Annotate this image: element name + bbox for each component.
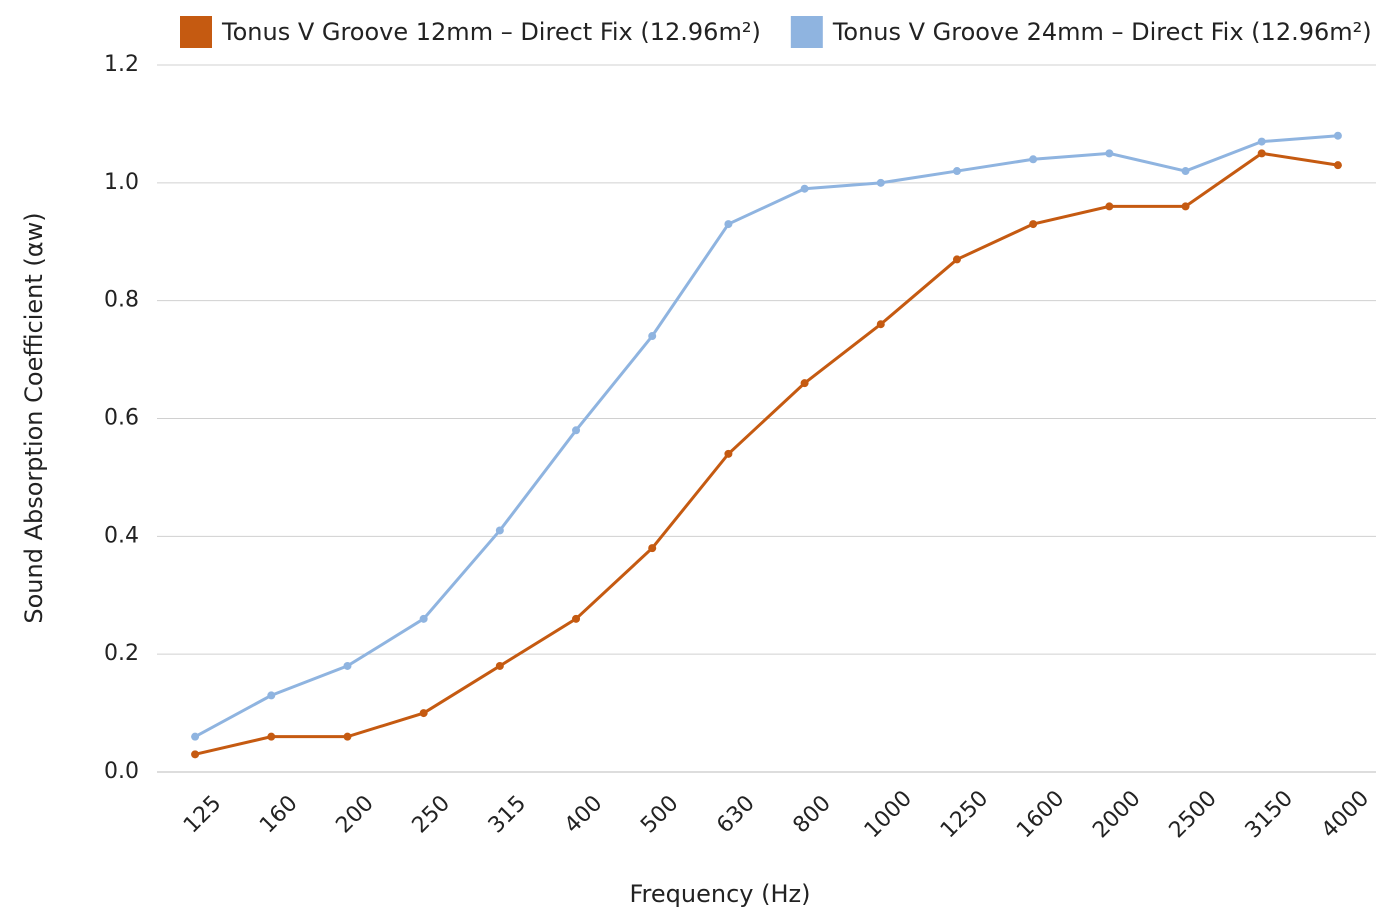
- y-tick-label: 0.6: [104, 406, 139, 431]
- legend-swatch: [180, 16, 212, 48]
- y-tick-label: 0.4: [104, 523, 139, 548]
- y-axis-title: Sound Absorption Coefficient (αw): [20, 212, 48, 623]
- legend-label: Tonus V Groove 24mm – Direct Fix (12.96m…: [832, 18, 1372, 46]
- x-tick-label: 500: [636, 791, 683, 838]
- y-tick-label: 0.0: [104, 759, 139, 784]
- data-point: [1333, 161, 1342, 170]
- data-point: [1257, 137, 1266, 146]
- data-point: [419, 709, 428, 718]
- x-tick-label: 160: [255, 791, 302, 838]
- data-point: [800, 379, 809, 388]
- data-point: [876, 178, 885, 187]
- data-point: [267, 732, 276, 741]
- data-point: [1029, 155, 1038, 164]
- x-tick-label: 630: [712, 791, 759, 838]
- data-point: [952, 255, 961, 264]
- data-point: [572, 614, 581, 623]
- data-point: [1105, 149, 1114, 158]
- data-point: [1181, 167, 1190, 176]
- x-axis-title: Frequency (Hz): [630, 880, 811, 908]
- x-tick-label: 2000: [1088, 786, 1145, 843]
- data-point: [1029, 220, 1038, 229]
- x-tick-label: 125: [179, 791, 226, 838]
- x-tick-label: 3150: [1241, 786, 1298, 843]
- x-tick-label: 200: [331, 791, 378, 838]
- x-tick-label: 400: [560, 791, 607, 838]
- x-tick-label: 4000: [1317, 786, 1374, 843]
- data-point: [800, 184, 809, 193]
- legend-swatch: [790, 16, 823, 48]
- data-point: [495, 526, 504, 535]
- data-point: [343, 661, 352, 670]
- data-point: [495, 661, 504, 670]
- data-point: [648, 544, 657, 553]
- x-tick-label: 1600: [1012, 786, 1069, 843]
- series-line: [194, 134, 1339, 738]
- data-point: [1181, 202, 1190, 211]
- x-tick-label: 800: [789, 791, 836, 838]
- data-point: [419, 614, 428, 623]
- legend-label: Tonus V Groove 12mm – Direct Fix (12.96m…: [221, 18, 761, 46]
- y-tick-label: 0.8: [104, 288, 139, 313]
- x-tick-label: 1000: [860, 786, 917, 843]
- x-tick-label: 1250: [936, 786, 993, 843]
- data-point: [267, 691, 276, 700]
- x-tick-label: 315: [484, 791, 531, 838]
- data-point: [191, 732, 200, 741]
- y-tick-label: 1.0: [104, 170, 139, 195]
- data-point: [1333, 131, 1342, 140]
- x-tick-label: 250: [408, 791, 455, 838]
- data-point: [1105, 202, 1114, 211]
- data-point: [343, 732, 352, 741]
- data-point: [724, 449, 733, 458]
- data-point: [1257, 149, 1266, 158]
- data-point: [648, 332, 657, 341]
- data-point: [191, 750, 200, 759]
- y-tick-label: 1.2: [104, 52, 139, 77]
- series-line: [194, 151, 1339, 756]
- y-tick-label: 0.2: [104, 641, 139, 666]
- data-point: [572, 426, 581, 435]
- data-point: [952, 167, 961, 176]
- data-point: [724, 220, 733, 229]
- data-point: [876, 320, 885, 329]
- x-tick-label: 2500: [1165, 786, 1222, 843]
